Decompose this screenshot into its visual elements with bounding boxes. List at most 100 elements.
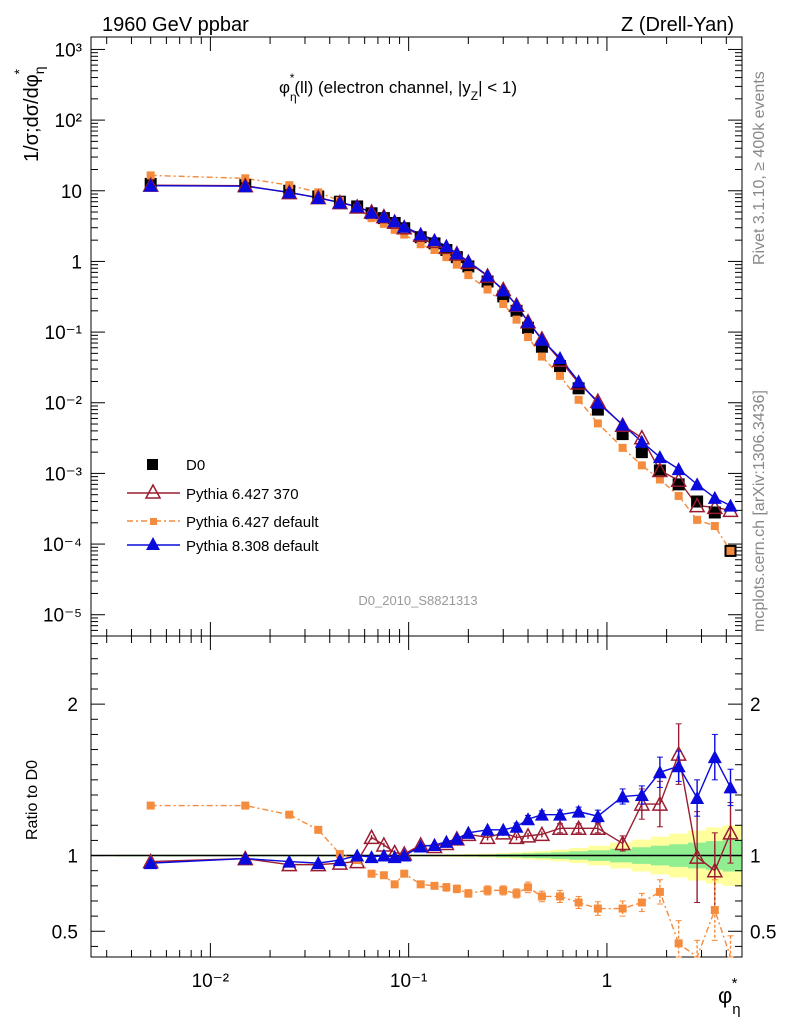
ratio-point-0 <box>651 795 669 811</box>
y-tick-label: 10⁻¹ <box>45 323 83 344</box>
ratio-point-1 <box>618 904 627 913</box>
legend-marker-pythia6-370 <box>144 483 162 499</box>
data-point-d0 <box>635 446 648 459</box>
data-point-series-2 <box>400 230 409 239</box>
ratio-point-1 <box>574 898 583 907</box>
data-point-series-3 <box>723 498 738 512</box>
ratio-point-1 <box>146 801 155 810</box>
data-point-series-3 <box>690 477 705 491</box>
ratio-point-1 <box>483 886 492 895</box>
legend-marker-pythia8 <box>146 537 160 550</box>
ratio-y-axis-label: Ratio to D0 <box>24 760 41 840</box>
ratio-point-1 <box>537 892 546 901</box>
y-tick-label: 10⁻² <box>45 394 83 415</box>
data-point-series-2 <box>379 219 388 228</box>
y-tick-label: 10³ <box>55 40 82 61</box>
header-right: Z (Drell-Yan) <box>621 14 734 36</box>
data-point-series-3 <box>707 490 722 504</box>
ratio-point-0 <box>722 824 739 840</box>
ratio-point-2 <box>671 759 686 773</box>
data-point-series-3 <box>615 417 630 431</box>
ratio-point-1 <box>285 810 294 819</box>
data-point-series-2 <box>416 240 425 249</box>
data-point-series-3 <box>427 233 442 247</box>
data-point-series-2 <box>442 253 451 262</box>
y-tick-label: 10⁻⁵ <box>43 606 82 627</box>
data-point-series-3 <box>634 434 649 448</box>
data-point-series-2 <box>452 260 461 269</box>
ratio-frame <box>90 635 743 958</box>
ratio-point-1 <box>637 898 646 907</box>
data-point-series-3 <box>311 190 326 204</box>
data-point-series-2 <box>464 271 473 280</box>
ratio-point-2 <box>634 787 649 801</box>
svg-text:φη*(ll) (electron channel, |yZ: φη*(ll) (electron channel, |yZ| < 1) <box>279 71 517 104</box>
data-point-series-2 <box>726 546 735 555</box>
data-point-series-2 <box>655 475 664 484</box>
ratio-point-2 <box>690 791 705 805</box>
data-point-series-1 <box>651 461 669 478</box>
data-point-series-3 <box>496 283 511 297</box>
ratio-point-1 <box>710 906 719 915</box>
data-point-series-1 <box>688 497 706 513</box>
data-point-series-1 <box>706 498 724 515</box>
legend-label-d0: D0 <box>186 457 205 474</box>
data-point-series-2 <box>637 461 646 470</box>
data-point-series-3 <box>376 209 391 223</box>
mcplots-label: mcplots.cern.ch [arXiv:1306.3436] <box>751 390 768 632</box>
ratio-point-2 <box>143 856 158 870</box>
data-point-series-3 <box>571 374 586 388</box>
legend-label-pythia6-default: Pythia 6.427 default <box>186 514 319 531</box>
data-point-series-2 <box>710 522 719 531</box>
ratio-point-1 <box>416 880 425 889</box>
data-point-series-3 <box>553 350 568 364</box>
y-tick-label: 10² <box>55 111 82 132</box>
ratio-point-0 <box>533 825 551 842</box>
data-point-series-3 <box>521 314 536 328</box>
ratio-point-2 <box>652 765 667 779</box>
data-point-d0 <box>672 478 685 491</box>
ratio-point-1 <box>593 904 602 913</box>
data-point-series-3 <box>238 179 253 193</box>
data-point-series-2 <box>430 246 439 255</box>
ratio-point-2 <box>480 822 495 836</box>
ratio-point-1 <box>655 887 664 896</box>
ratio-point-0 <box>589 819 607 836</box>
ratio-point-2 <box>553 807 568 821</box>
analysis-label: D0_2010_S8821313 <box>358 593 477 608</box>
data-point-series-2 <box>512 315 521 324</box>
data-point-series-3 <box>143 178 158 192</box>
data-point-series-3 <box>480 268 495 282</box>
data-point-series-2 <box>483 285 492 294</box>
data-point-series-2 <box>618 443 627 452</box>
data-point-series-3 <box>534 332 549 346</box>
data-point-series-3 <box>509 298 524 312</box>
data-point-series-2 <box>674 491 683 500</box>
ratio-point-2 <box>521 812 536 826</box>
header-left: 1960 GeV ppbar <box>102 14 249 36</box>
ratio-point-2 <box>449 831 464 845</box>
ratio-point-1 <box>379 871 388 880</box>
y-tick-label: 10⁻⁴ <box>43 535 82 556</box>
ratio-point-1 <box>442 883 451 892</box>
ratio-point-2 <box>496 822 511 836</box>
data-point-series-3 <box>350 199 365 213</box>
data-point-series-1 <box>670 471 687 488</box>
ratio-y-tick-label-right: 2 <box>750 695 761 716</box>
ratio-point-1 <box>241 801 250 810</box>
y-axis-label: 1/σ;dσ/dφη* <box>11 67 47 163</box>
data-point-series-2 <box>499 299 508 308</box>
ratio-point-0 <box>519 827 537 843</box>
ratio-point-0 <box>508 828 525 845</box>
chart-title: φη*(ll) (electron channel, |yZ| < 1) <box>279 71 517 104</box>
legend-marker-pythia6-default <box>150 518 157 525</box>
legend-label-pythia8: Pythia 8.308 default <box>186 538 319 555</box>
ratio-point-2 <box>707 750 722 764</box>
ratio-point-2 <box>439 834 454 848</box>
ratio-line-1 <box>150 804 732 959</box>
ratio-point-2 <box>509 819 524 833</box>
ratio-point-0 <box>363 828 380 845</box>
ratio-point-1 <box>524 883 533 892</box>
ratio-point-0 <box>688 848 706 864</box>
rivet-version-label: Rivet 3.1.10, ≥ 400k events <box>751 71 768 265</box>
